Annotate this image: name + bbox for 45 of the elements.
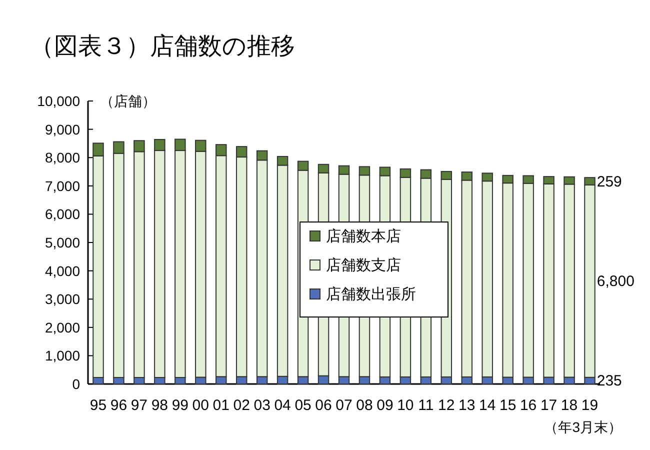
- y-tick-label: 4,000: [44, 262, 80, 279]
- y-tick-label: 8,000: [44, 150, 80, 166]
- x-tick-label: 17: [540, 397, 558, 414]
- y-axis-title: （店舗）: [100, 93, 156, 109]
- annotation: 235: [596, 372, 622, 390]
- x-tick-label: 04: [274, 397, 291, 414]
- y-tick-label: 9,000: [44, 121, 80, 138]
- x-tick-label: 03: [254, 397, 270, 414]
- legend-label: 店舗数出張所: [326, 286, 416, 303]
- y-tick-label: 1,000: [44, 348, 80, 364]
- x-tick-label: 19: [581, 397, 598, 414]
- x-tick-label: 97: [130, 397, 148, 414]
- x-tick-label: 02: [233, 397, 250, 414]
- y-tick-label: 10,000: [37, 93, 80, 109]
- x-tick-label: 01: [212, 397, 230, 414]
- y-tick-label: 3,000: [44, 291, 80, 308]
- x-tick-label: 99: [172, 397, 189, 414]
- y-tick-label: 2,000: [44, 319, 80, 336]
- x-tick-label: 00: [192, 397, 209, 414]
- x-tick-label: 10: [397, 397, 414, 414]
- chart-title: （図表３）店舗数の推移: [30, 33, 295, 60]
- x-tick-label: 06: [315, 397, 332, 414]
- y-tick-label: 5,000: [44, 234, 80, 250]
- y-tick-label: 0: [72, 376, 80, 392]
- x-tick-label: 14: [479, 397, 496, 414]
- y-tick-label: 6,000: [44, 206, 80, 222]
- y-tick-label: 7,000: [44, 178, 80, 194]
- x-tick-label: 18: [560, 397, 578, 414]
- x-tick-label: 13: [458, 397, 476, 414]
- x-tick-label: 98: [151, 397, 168, 414]
- annotation: 6,800: [596, 272, 634, 290]
- x-tick-label: 11: [418, 397, 434, 414]
- legend-label: 店舗数本店: [326, 228, 401, 245]
- x-tick-label: 05: [294, 397, 312, 414]
- x-tick-label: 07: [336, 397, 352, 414]
- x-tick-label: 12: [438, 397, 455, 414]
- x-tick-label: 16: [520, 397, 537, 414]
- legend-label: 店舗数支店: [326, 257, 401, 274]
- x-tick-label: 08: [356, 397, 373, 414]
- x-tick-label: 95: [90, 397, 107, 414]
- x-tick-label: 96: [110, 397, 128, 414]
- annotation: 259: [596, 173, 622, 190]
- x-tick-label: 15: [499, 397, 516, 414]
- x-axis-title: （年3月末）: [544, 419, 622, 435]
- x-tick-label: 09: [376, 397, 394, 414]
